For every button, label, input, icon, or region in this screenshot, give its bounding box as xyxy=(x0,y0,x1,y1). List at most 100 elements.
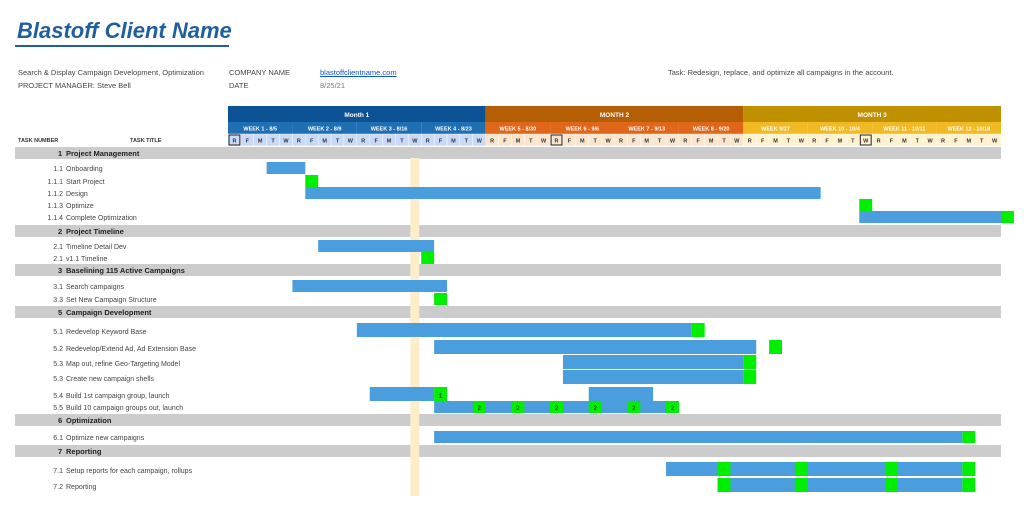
task-title: v1.1 Timeline xyxy=(66,256,107,263)
task-title: Start Project xyxy=(66,179,105,186)
day-label: T xyxy=(787,139,791,145)
day-label: R xyxy=(490,139,494,145)
task-title: Build 10 campaign groups out, launch xyxy=(66,405,183,412)
milestone-marker xyxy=(885,478,898,492)
task-number: 7.1 xyxy=(53,468,63,475)
week-band xyxy=(743,122,808,134)
task-number: 1.1 xyxy=(53,166,63,173)
day-label: R xyxy=(297,139,301,145)
current-day-box xyxy=(550,134,563,146)
day-cell xyxy=(987,133,1002,147)
week-band xyxy=(356,122,422,134)
section-number: 2 xyxy=(58,227,62,236)
task-number: 7.2 xyxy=(53,484,63,491)
day-label: T xyxy=(593,139,597,145)
milestone-marker xyxy=(434,293,448,305)
task-title: Design xyxy=(66,191,88,198)
day-label: F xyxy=(310,139,314,145)
task-number: 5.3 xyxy=(53,376,63,383)
day-label: M xyxy=(516,139,521,145)
day-label: R xyxy=(812,139,816,145)
milestone-label: 2 xyxy=(632,406,636,412)
section-title: Optimization xyxy=(66,416,112,425)
day-label: F xyxy=(697,139,701,145)
milestone-label: 2 xyxy=(478,406,482,412)
day-label: W xyxy=(605,139,611,145)
milestone-marker xyxy=(305,175,319,187)
task-title: Create new campaign shells xyxy=(66,376,154,383)
week-label: WEEK 4 - 8/23 xyxy=(435,127,472,133)
task-title: Complete Optimization xyxy=(66,215,137,222)
day-label: W xyxy=(670,139,676,145)
milestone-marker xyxy=(666,401,679,413)
task-bar xyxy=(859,211,1001,223)
milestone-marker xyxy=(717,478,731,492)
day-label: W xyxy=(541,139,547,145)
day-label: M xyxy=(580,139,585,145)
week-label: WEEK 10 - 10/4 xyxy=(820,127,861,133)
task-bar xyxy=(369,387,435,401)
task-title: Redevelop Keyword Base xyxy=(66,329,147,336)
week-band xyxy=(872,122,937,134)
section-number: 1 xyxy=(58,149,62,158)
section-title: Project Timeline xyxy=(66,227,124,236)
task-title-header: TASK TITLE xyxy=(130,138,162,144)
section-title: Campaign Development xyxy=(66,308,152,317)
task-number: 5.3 xyxy=(53,361,63,368)
task-bar xyxy=(717,478,963,492)
section-number: 6 xyxy=(58,416,62,425)
day-label: M xyxy=(966,139,971,145)
month-band xyxy=(485,106,744,122)
task-number: 6.1 xyxy=(53,435,63,442)
day-label: M xyxy=(322,139,327,145)
milestone-label: 2 xyxy=(671,406,675,412)
day-label: W xyxy=(283,139,289,145)
milestone-marker xyxy=(717,462,731,476)
task-bar xyxy=(562,370,744,384)
task-title: Optimize xyxy=(66,203,94,210)
task-title: Timeline Detail Dev xyxy=(66,244,127,251)
week-band xyxy=(421,122,486,134)
day-label: F xyxy=(632,139,636,145)
day-label: R xyxy=(877,139,881,145)
day-label: R xyxy=(232,139,236,145)
task-bar xyxy=(434,340,757,354)
day-label: F xyxy=(761,139,765,145)
day-label: F xyxy=(374,139,378,145)
company-link[interactable]: blastoffclientname.com xyxy=(320,68,397,77)
task-bar xyxy=(318,240,435,252)
week-label: WEEK 3 - 8/16 xyxy=(371,127,408,133)
day-label: W xyxy=(992,139,998,145)
week-label: WEEK 2 - 8/9 xyxy=(308,127,342,133)
milestone-marker xyxy=(962,431,976,443)
day-label: T xyxy=(980,139,984,145)
week-band xyxy=(292,122,357,134)
task-number: 1.1.3 xyxy=(47,203,63,210)
day-label: M xyxy=(451,139,456,145)
milestone-marker xyxy=(885,462,898,476)
week-band xyxy=(678,122,744,134)
week-band xyxy=(807,122,873,134)
day-label: T xyxy=(658,139,662,145)
day-label: R xyxy=(748,139,752,145)
day-label: T xyxy=(851,139,855,145)
section-row xyxy=(15,445,1001,457)
task-title: Optimize new campaigns xyxy=(66,435,145,442)
day-label: F xyxy=(825,139,829,145)
task-bar xyxy=(434,431,963,443)
milestone-marker xyxy=(769,340,782,354)
company-label: COMPANY NAME xyxy=(229,68,290,77)
month-label: MONTH 2 xyxy=(600,112,630,119)
milestone-label: 2 xyxy=(594,406,598,412)
day-label: M xyxy=(838,139,843,145)
task-bar xyxy=(666,462,963,476)
week-label: WEEK 5 - 8/30 xyxy=(500,127,537,133)
day-label: T xyxy=(271,139,275,145)
week-label: WEEK 8 - 9/20 xyxy=(693,127,730,133)
month-band xyxy=(743,106,1001,122)
section-row xyxy=(15,306,1001,318)
day-label: M xyxy=(709,139,714,145)
task-number: 5.5 xyxy=(53,405,63,412)
day-label: F xyxy=(503,139,507,145)
task-number: 3.3 xyxy=(53,297,63,304)
